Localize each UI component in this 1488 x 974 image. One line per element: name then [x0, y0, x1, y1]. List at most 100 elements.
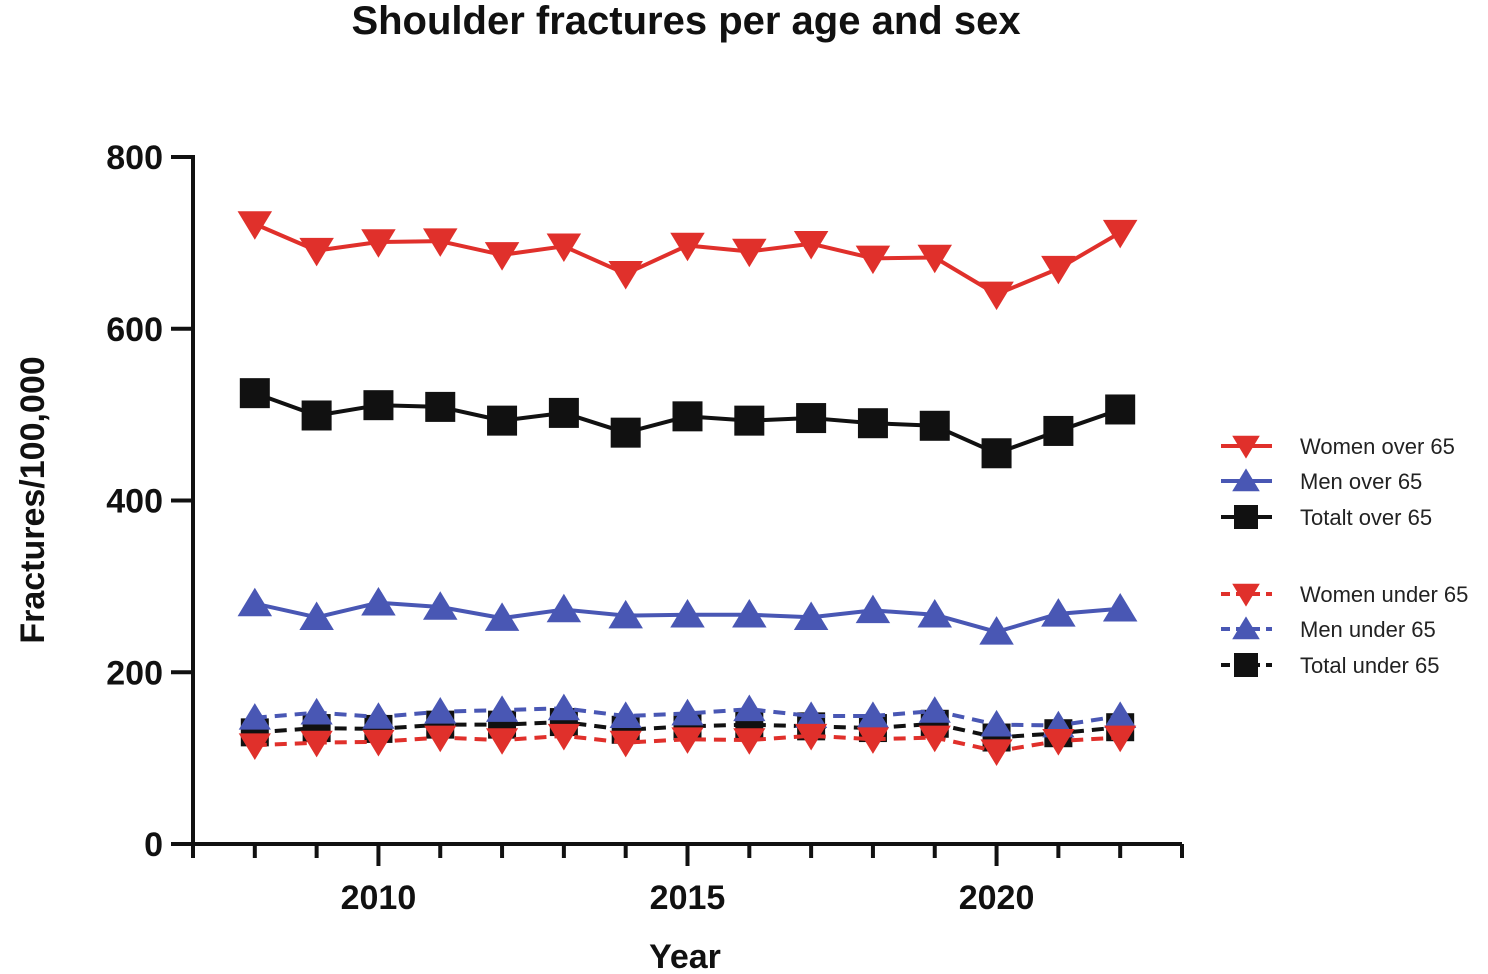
- data-point: [1102, 592, 1138, 622]
- data-point: [856, 701, 890, 728]
- data-point: [1041, 598, 1076, 627]
- series-3: [238, 723, 1137, 766]
- axes: 0 200 400 600 800 2010 2015 2020: [106, 139, 1184, 917]
- data-point: [300, 697, 333, 725]
- data-point: [425, 391, 456, 422]
- data-point: [979, 281, 1014, 311]
- y-tick-label: 0: [144, 826, 163, 864]
- data-point: [362, 702, 395, 729]
- series-0: [237, 211, 1138, 311]
- data-point: [487, 405, 518, 436]
- data-point: [237, 211, 273, 240]
- data-point: [980, 709, 1013, 737]
- legend-marker: [1232, 583, 1260, 607]
- data-point: [918, 696, 951, 723]
- legend-item: Women under 65: [1221, 582, 1468, 607]
- data-point: [238, 703, 271, 730]
- data-point: [1041, 255, 1076, 285]
- data-point: [361, 586, 396, 616]
- data-point: [299, 237, 334, 267]
- data-point: [609, 701, 642, 728]
- data-point: [917, 244, 952, 274]
- data-point: [855, 594, 891, 624]
- y-tick-label: 200: [106, 654, 163, 692]
- legend-label: Totalt over 65: [1300, 505, 1432, 530]
- legend-marker: [1232, 468, 1260, 492]
- data-point: [484, 242, 520, 271]
- data-point: [670, 598, 705, 628]
- data-point: [856, 727, 890, 754]
- legend-item: Men under 65: [1221, 616, 1436, 642]
- x-tick-label: 2020: [959, 879, 1035, 917]
- data-point: [239, 378, 270, 409]
- data-point: [238, 733, 271, 760]
- data-point: [672, 401, 703, 432]
- legend-item: Totalt over 65: [1221, 505, 1432, 530]
- series-line: [254, 733, 1121, 754]
- data-point: [423, 228, 458, 257]
- data-point: [423, 591, 458, 620]
- series-line: [254, 720, 1121, 740]
- data-point: [795, 701, 828, 728]
- data-point: [793, 601, 829, 631]
- data-point: [299, 601, 334, 631]
- data-point: [917, 598, 952, 628]
- data-point: [363, 390, 394, 421]
- data-point: [979, 616, 1014, 645]
- series-2: [239, 378, 1136, 469]
- x-tick-label: 2010: [341, 879, 417, 917]
- chart-title: Shoulder fractures per age and sex: [351, 0, 1020, 43]
- data-point: [1104, 725, 1137, 753]
- data-point: [1105, 394, 1136, 425]
- data-point: [300, 730, 333, 758]
- data-point: [1102, 219, 1138, 249]
- data-point: [547, 693, 580, 721]
- legend-marker: [1234, 653, 1258, 677]
- legend-item: Men over 65: [1221, 468, 1422, 494]
- data-point: [670, 232, 705, 262]
- data-point: [301, 400, 332, 431]
- data-point: [362, 729, 395, 757]
- data-point: [237, 587, 273, 617]
- data-point: [546, 593, 582, 623]
- data-point: [795, 723, 828, 751]
- y-axis-label: Fractures/100,000: [14, 356, 52, 643]
- series-line: [254, 706, 1121, 728]
- data-point: [424, 725, 457, 753]
- data-point: [733, 728, 766, 755]
- data-point: [1104, 701, 1137, 728]
- x-tick-label: 2015: [650, 879, 726, 917]
- data-point: [610, 417, 641, 448]
- data-point: [485, 728, 519, 755]
- y-tick-label: 400: [106, 483, 163, 521]
- data-point: [981, 438, 1012, 469]
- data-point: [980, 739, 1013, 766]
- legend-marker: [1232, 616, 1260, 640]
- data-point: [793, 230, 829, 260]
- data-point: [608, 599, 643, 629]
- x-axis-label: Year: [649, 938, 721, 974]
- data-point: [919, 410, 950, 441]
- data-point: [546, 233, 582, 263]
- series-1: [237, 586, 1138, 645]
- legend-label: Total under 65: [1300, 653, 1439, 678]
- legend-item: Women over 65: [1221, 434, 1455, 459]
- data-point: [608, 261, 643, 290]
- legend-label: Women under 65: [1300, 582, 1468, 607]
- data-point: [855, 245, 891, 275]
- legend-item: Total under 65: [1221, 653, 1439, 678]
- data-point: [485, 695, 519, 722]
- legend: Women over 65 Men over 65 Totalt over 65 Wo…: [1221, 434, 1468, 678]
- data-point: [1042, 729, 1075, 756]
- data-point: [857, 408, 888, 439]
- y-tick-label: 800: [106, 139, 163, 177]
- data-point: [796, 403, 827, 434]
- data-point: [671, 698, 704, 726]
- data-point: [548, 397, 579, 428]
- legend-marker: [1232, 435, 1260, 459]
- data-point: [732, 598, 767, 628]
- data-point: [733, 694, 766, 722]
- data-point: [547, 723, 580, 751]
- data-point: [918, 725, 951, 753]
